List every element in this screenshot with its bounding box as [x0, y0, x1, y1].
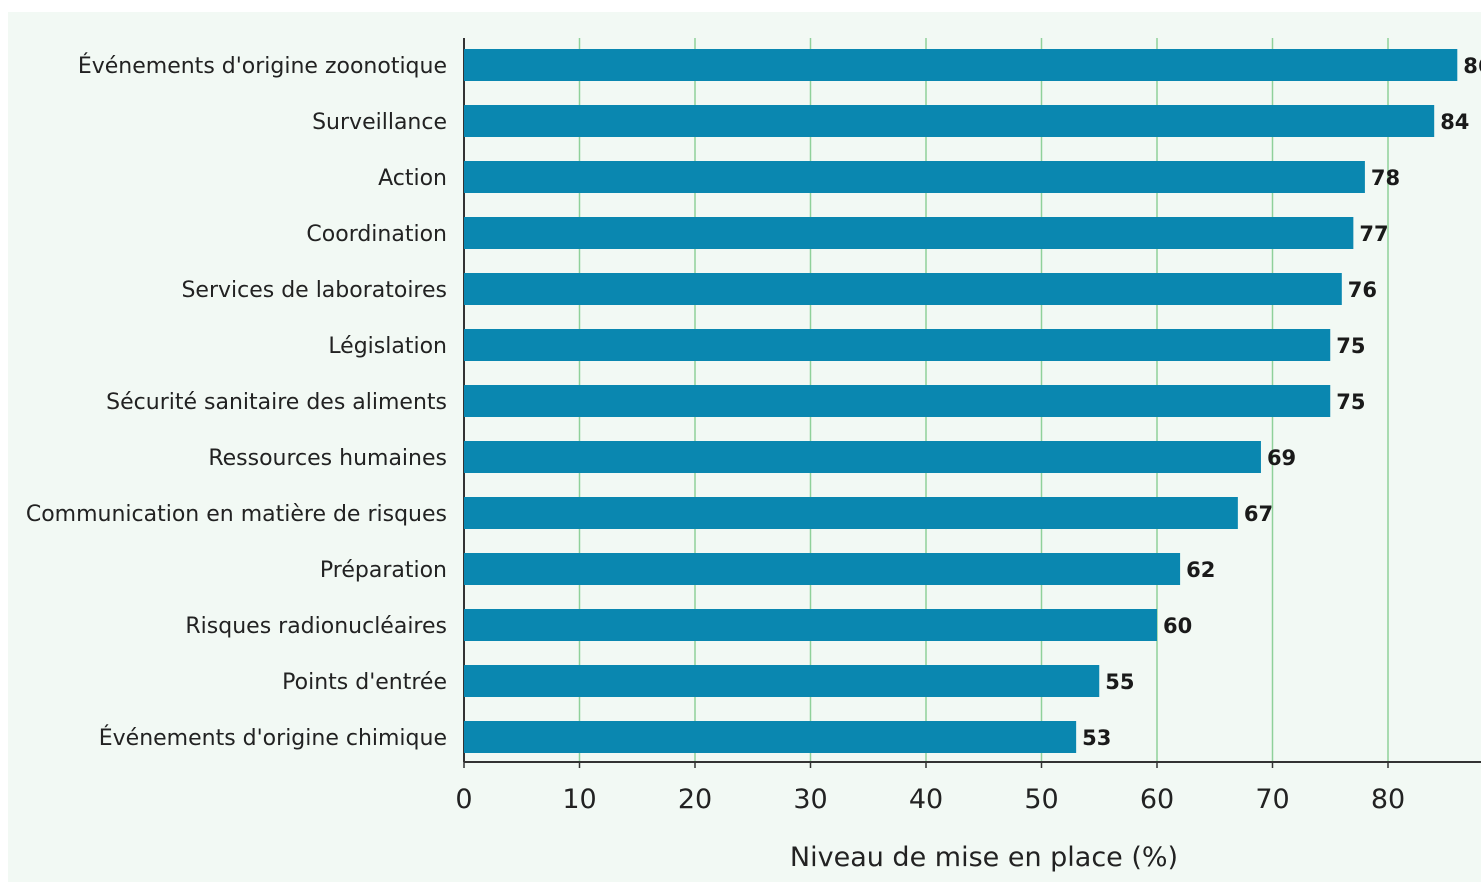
bar [464, 665, 1100, 697]
category-label: Événements d'origine chimique [99, 725, 447, 751]
data-label: 69 [1267, 446, 1296, 470]
data-label: 75 [1336, 334, 1365, 358]
x-tick-label: 30 [793, 784, 827, 815]
category-label: Préparation [320, 558, 447, 583]
category-label: Risques radionucléaires [185, 614, 447, 639]
bar [464, 497, 1238, 529]
bar [464, 49, 1458, 81]
x-tick-label: 0 [455, 784, 472, 815]
bar [464, 721, 1077, 753]
category-label: Communication en matière de risques [26, 502, 447, 527]
data-label: 55 [1105, 670, 1134, 694]
category-label: Action [378, 166, 447, 191]
data-label: 84 [1440, 110, 1469, 134]
x-tick-label: 80 [1371, 784, 1405, 815]
category-label: Coordination [306, 222, 447, 247]
x-tick-label: 70 [1255, 784, 1289, 815]
bar [464, 161, 1365, 193]
data-label: 86 [1463, 54, 1481, 78]
bar [464, 217, 1354, 249]
x-tick-label: 40 [909, 784, 943, 815]
bar [464, 609, 1157, 641]
data-label: 76 [1348, 278, 1377, 302]
data-label: 75 [1336, 390, 1365, 414]
bar [464, 329, 1331, 361]
data-label: 60 [1163, 614, 1192, 638]
category-label: Sécurité sanitaire des aliments [106, 390, 447, 415]
data-label: 62 [1186, 558, 1215, 582]
category-label: Événements d'origine zoonotique [78, 53, 447, 79]
x-tick-label: 60 [1140, 784, 1174, 815]
bar [464, 385, 1331, 417]
data-label: 78 [1371, 166, 1400, 190]
category-label: Surveillance [312, 110, 447, 135]
x-tick-label: 20 [678, 784, 712, 815]
bar [464, 273, 1342, 305]
category-label: Ressources humaines [208, 446, 447, 471]
category-label: Législation [328, 334, 447, 359]
x-tick-label: 10 [562, 784, 596, 815]
bar [464, 105, 1435, 137]
data-label: 77 [1359, 222, 1388, 246]
bar [464, 441, 1261, 473]
data-label: 67 [1244, 502, 1273, 526]
x-axis-title: Niveau de mise en place (%) [790, 842, 1178, 873]
category-label: Services de laboratoires [181, 278, 447, 303]
category-label: Points d'entrée [282, 670, 447, 695]
data-label: 53 [1082, 726, 1111, 750]
x-tick-label: 50 [1024, 784, 1058, 815]
bar [464, 553, 1181, 585]
